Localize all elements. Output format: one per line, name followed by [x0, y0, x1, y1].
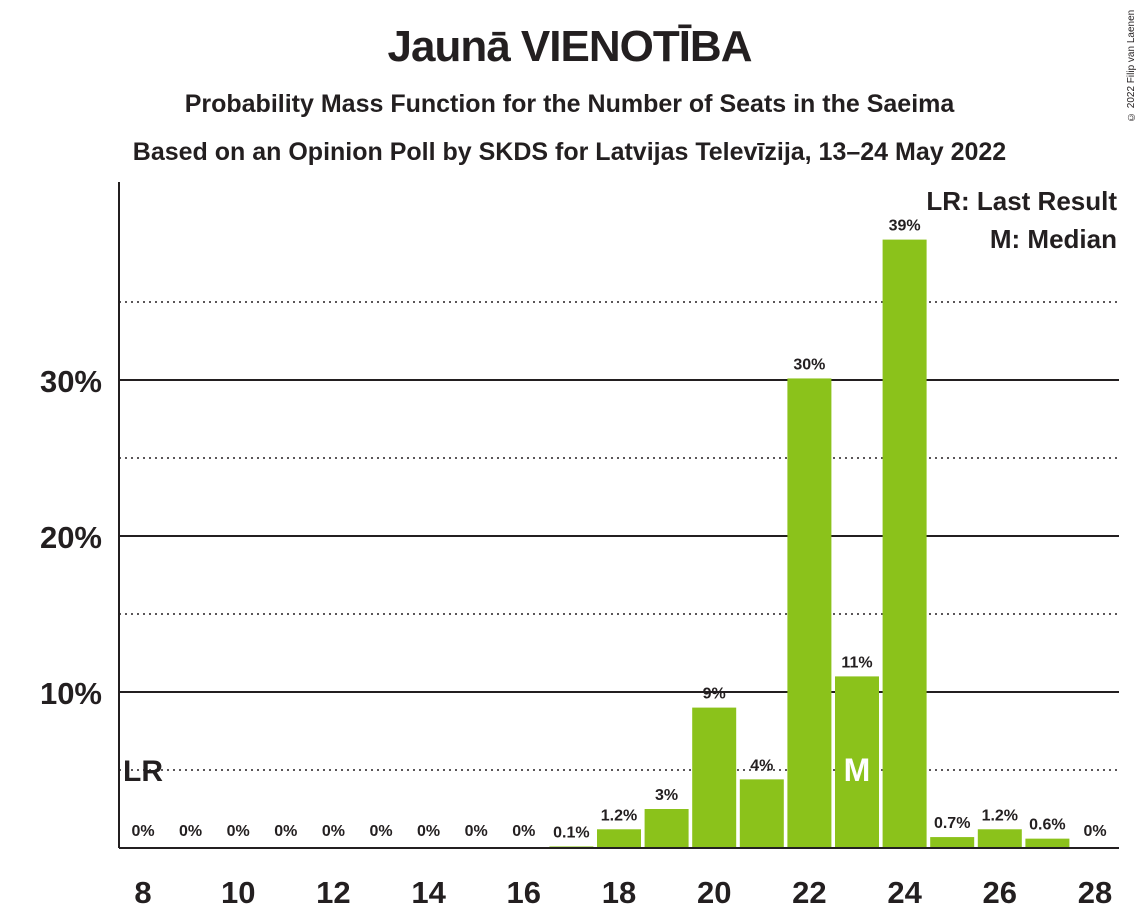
- data-label-seat-11: 0%: [274, 823, 297, 840]
- data-label-seat-23: 11%: [841, 654, 872, 671]
- data-label-seat-13: 0%: [369, 823, 392, 840]
- y-tick-label: 30%: [40, 364, 102, 399]
- data-label-seat-20: 9%: [703, 686, 726, 703]
- bar-seat-27: [1025, 838, 1070, 848]
- bar-seat-24: [882, 239, 927, 849]
- y-tick-label: 10%: [40, 676, 102, 711]
- bar-seat-20: [692, 707, 737, 848]
- data-label-seat-16: 0%: [512, 823, 535, 840]
- x-tick-label: 8: [134, 875, 151, 910]
- x-tick-label: 26: [983, 875, 1017, 910]
- data-label-seat-21: 4%: [750, 757, 773, 774]
- data-label-seat-22: 30%: [793, 356, 825, 373]
- x-tick-label: 16: [507, 875, 541, 910]
- bar-seat-18: [597, 829, 641, 848]
- data-label-seat-15: 0%: [465, 823, 488, 840]
- x-tick-label: 10: [221, 875, 255, 910]
- x-tick-label: 12: [316, 875, 350, 910]
- last-result-marker: LR: [123, 755, 163, 788]
- data-label-seat-8: 0%: [131, 823, 154, 840]
- data-label-seat-25: 0.7%: [934, 815, 970, 832]
- data-label-seat-12: 0%: [322, 823, 345, 840]
- bar-seat-19: [644, 809, 689, 848]
- x-tick-label: 28: [1078, 875, 1112, 910]
- median-marker: M: [844, 752, 871, 788]
- bar-seat-25: [930, 837, 975, 848]
- x-tick-label: 18: [602, 875, 636, 910]
- data-label-seat-17: 0.1%: [553, 824, 589, 841]
- legend-entry: M: Median: [990, 224, 1117, 254]
- bar-seat-23: [835, 676, 879, 848]
- data-label-seat-27: 0.6%: [1029, 817, 1065, 834]
- data-label-seat-19: 3%: [655, 787, 678, 804]
- bar-seat-26: [977, 829, 1022, 848]
- data-label-seat-26: 1.2%: [982, 807, 1018, 824]
- bar-seat-22: [787, 378, 832, 848]
- data-label-seat-10: 0%: [227, 823, 250, 840]
- legend-entry: LR: Last Result: [926, 186, 1117, 216]
- x-tick-label: 24: [887, 875, 922, 910]
- x-tick-label: 14: [411, 875, 446, 910]
- x-tick-label: 20: [697, 875, 731, 910]
- chart-title: Jaunā VIENOTĪBA: [387, 22, 753, 71]
- data-label-seat-9: 0%: [179, 823, 202, 840]
- chart-subtitle-source: Based on an Opinion Poll by SKDS for Lat…: [132, 138, 1007, 166]
- data-label-seat-28: 0%: [1083, 823, 1106, 840]
- chart-subtitle: Probability Mass Function for the Number…: [184, 90, 955, 118]
- y-tick-label: 20%: [40, 520, 102, 555]
- data-label-seat-14: 0%: [417, 823, 440, 840]
- bar-seat-21: [739, 779, 784, 848]
- x-tick-label: 22: [792, 875, 826, 910]
- data-label-seat-18: 1.2%: [601, 807, 637, 824]
- data-label-seat-24: 39%: [889, 218, 921, 235]
